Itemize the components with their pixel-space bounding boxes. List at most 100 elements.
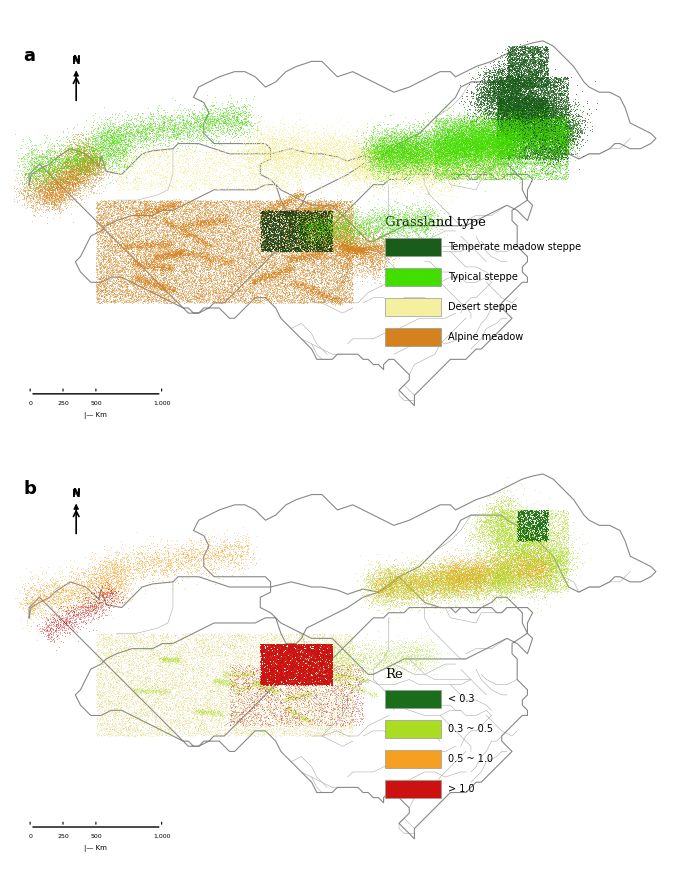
Point xyxy=(32,585,43,599)
Point xyxy=(522,567,533,581)
Point xyxy=(516,70,527,84)
Point xyxy=(276,695,287,709)
Point xyxy=(514,95,525,109)
Point xyxy=(338,716,349,730)
Point xyxy=(275,671,286,685)
Point xyxy=(281,650,292,664)
Point xyxy=(168,112,179,126)
Point xyxy=(526,144,537,158)
Point xyxy=(123,713,134,727)
Point xyxy=(165,268,176,282)
Point xyxy=(118,141,129,156)
Point xyxy=(293,645,304,659)
Point xyxy=(507,577,518,591)
Point xyxy=(297,690,308,705)
Point xyxy=(238,207,249,221)
Point xyxy=(412,587,423,601)
Point xyxy=(416,148,427,162)
Point xyxy=(229,629,240,643)
Point xyxy=(171,653,182,667)
Point xyxy=(503,110,514,124)
Point xyxy=(479,143,490,157)
Point xyxy=(509,546,520,560)
Point xyxy=(471,87,482,101)
Point xyxy=(292,652,303,667)
Point xyxy=(84,602,95,616)
Point xyxy=(304,157,315,171)
Point xyxy=(112,728,123,743)
Point xyxy=(323,676,334,690)
Point xyxy=(492,502,503,516)
Point xyxy=(403,592,414,606)
Point xyxy=(358,172,369,187)
Point xyxy=(403,579,414,593)
Point xyxy=(566,123,577,137)
Point xyxy=(61,166,72,180)
Point xyxy=(461,132,472,146)
Point xyxy=(477,142,488,156)
Point xyxy=(130,119,141,133)
Point xyxy=(102,575,113,589)
Point xyxy=(359,241,370,255)
Point xyxy=(99,162,110,176)
Point xyxy=(290,229,301,243)
Point xyxy=(519,552,530,567)
Point xyxy=(515,570,526,584)
Point xyxy=(418,153,429,167)
Point xyxy=(371,578,382,592)
Point xyxy=(158,281,169,295)
Point xyxy=(473,121,484,135)
Point xyxy=(432,576,443,591)
Point xyxy=(406,138,417,152)
Point xyxy=(362,145,373,159)
Point xyxy=(155,282,166,296)
Point xyxy=(372,271,383,285)
Point xyxy=(286,260,297,274)
Point xyxy=(283,636,294,651)
Point xyxy=(52,580,63,594)
Point xyxy=(197,214,208,228)
Point xyxy=(543,549,554,563)
Point xyxy=(73,179,84,193)
Point xyxy=(349,153,360,167)
Point xyxy=(160,696,171,710)
Point xyxy=(353,153,364,167)
Point xyxy=(451,164,462,178)
Point xyxy=(524,108,535,122)
Point xyxy=(264,229,275,243)
Point xyxy=(224,294,235,309)
Point xyxy=(567,567,578,581)
Point xyxy=(525,504,536,518)
Point xyxy=(224,212,235,226)
Point xyxy=(375,248,386,262)
Point xyxy=(286,662,297,676)
Point xyxy=(294,204,305,218)
Point xyxy=(222,291,233,305)
Point xyxy=(419,152,429,166)
Point xyxy=(512,544,523,558)
Point xyxy=(545,90,556,104)
Point xyxy=(229,641,240,655)
Point xyxy=(378,144,389,158)
Point xyxy=(498,527,509,541)
Point xyxy=(170,245,181,259)
Point xyxy=(506,109,516,123)
Point xyxy=(197,698,208,713)
Point xyxy=(99,632,110,646)
Point xyxy=(474,512,485,526)
Point xyxy=(356,149,367,163)
Point xyxy=(293,656,304,670)
Point xyxy=(462,135,473,149)
Point xyxy=(131,267,142,281)
Point xyxy=(535,523,546,537)
Point xyxy=(471,142,482,156)
Point xyxy=(64,589,75,603)
Point xyxy=(400,583,411,598)
Point xyxy=(84,166,95,180)
Point xyxy=(488,115,499,129)
Point xyxy=(247,203,258,217)
Point xyxy=(30,141,41,156)
Point xyxy=(516,107,527,121)
Point xyxy=(272,650,283,664)
Point xyxy=(169,203,179,217)
